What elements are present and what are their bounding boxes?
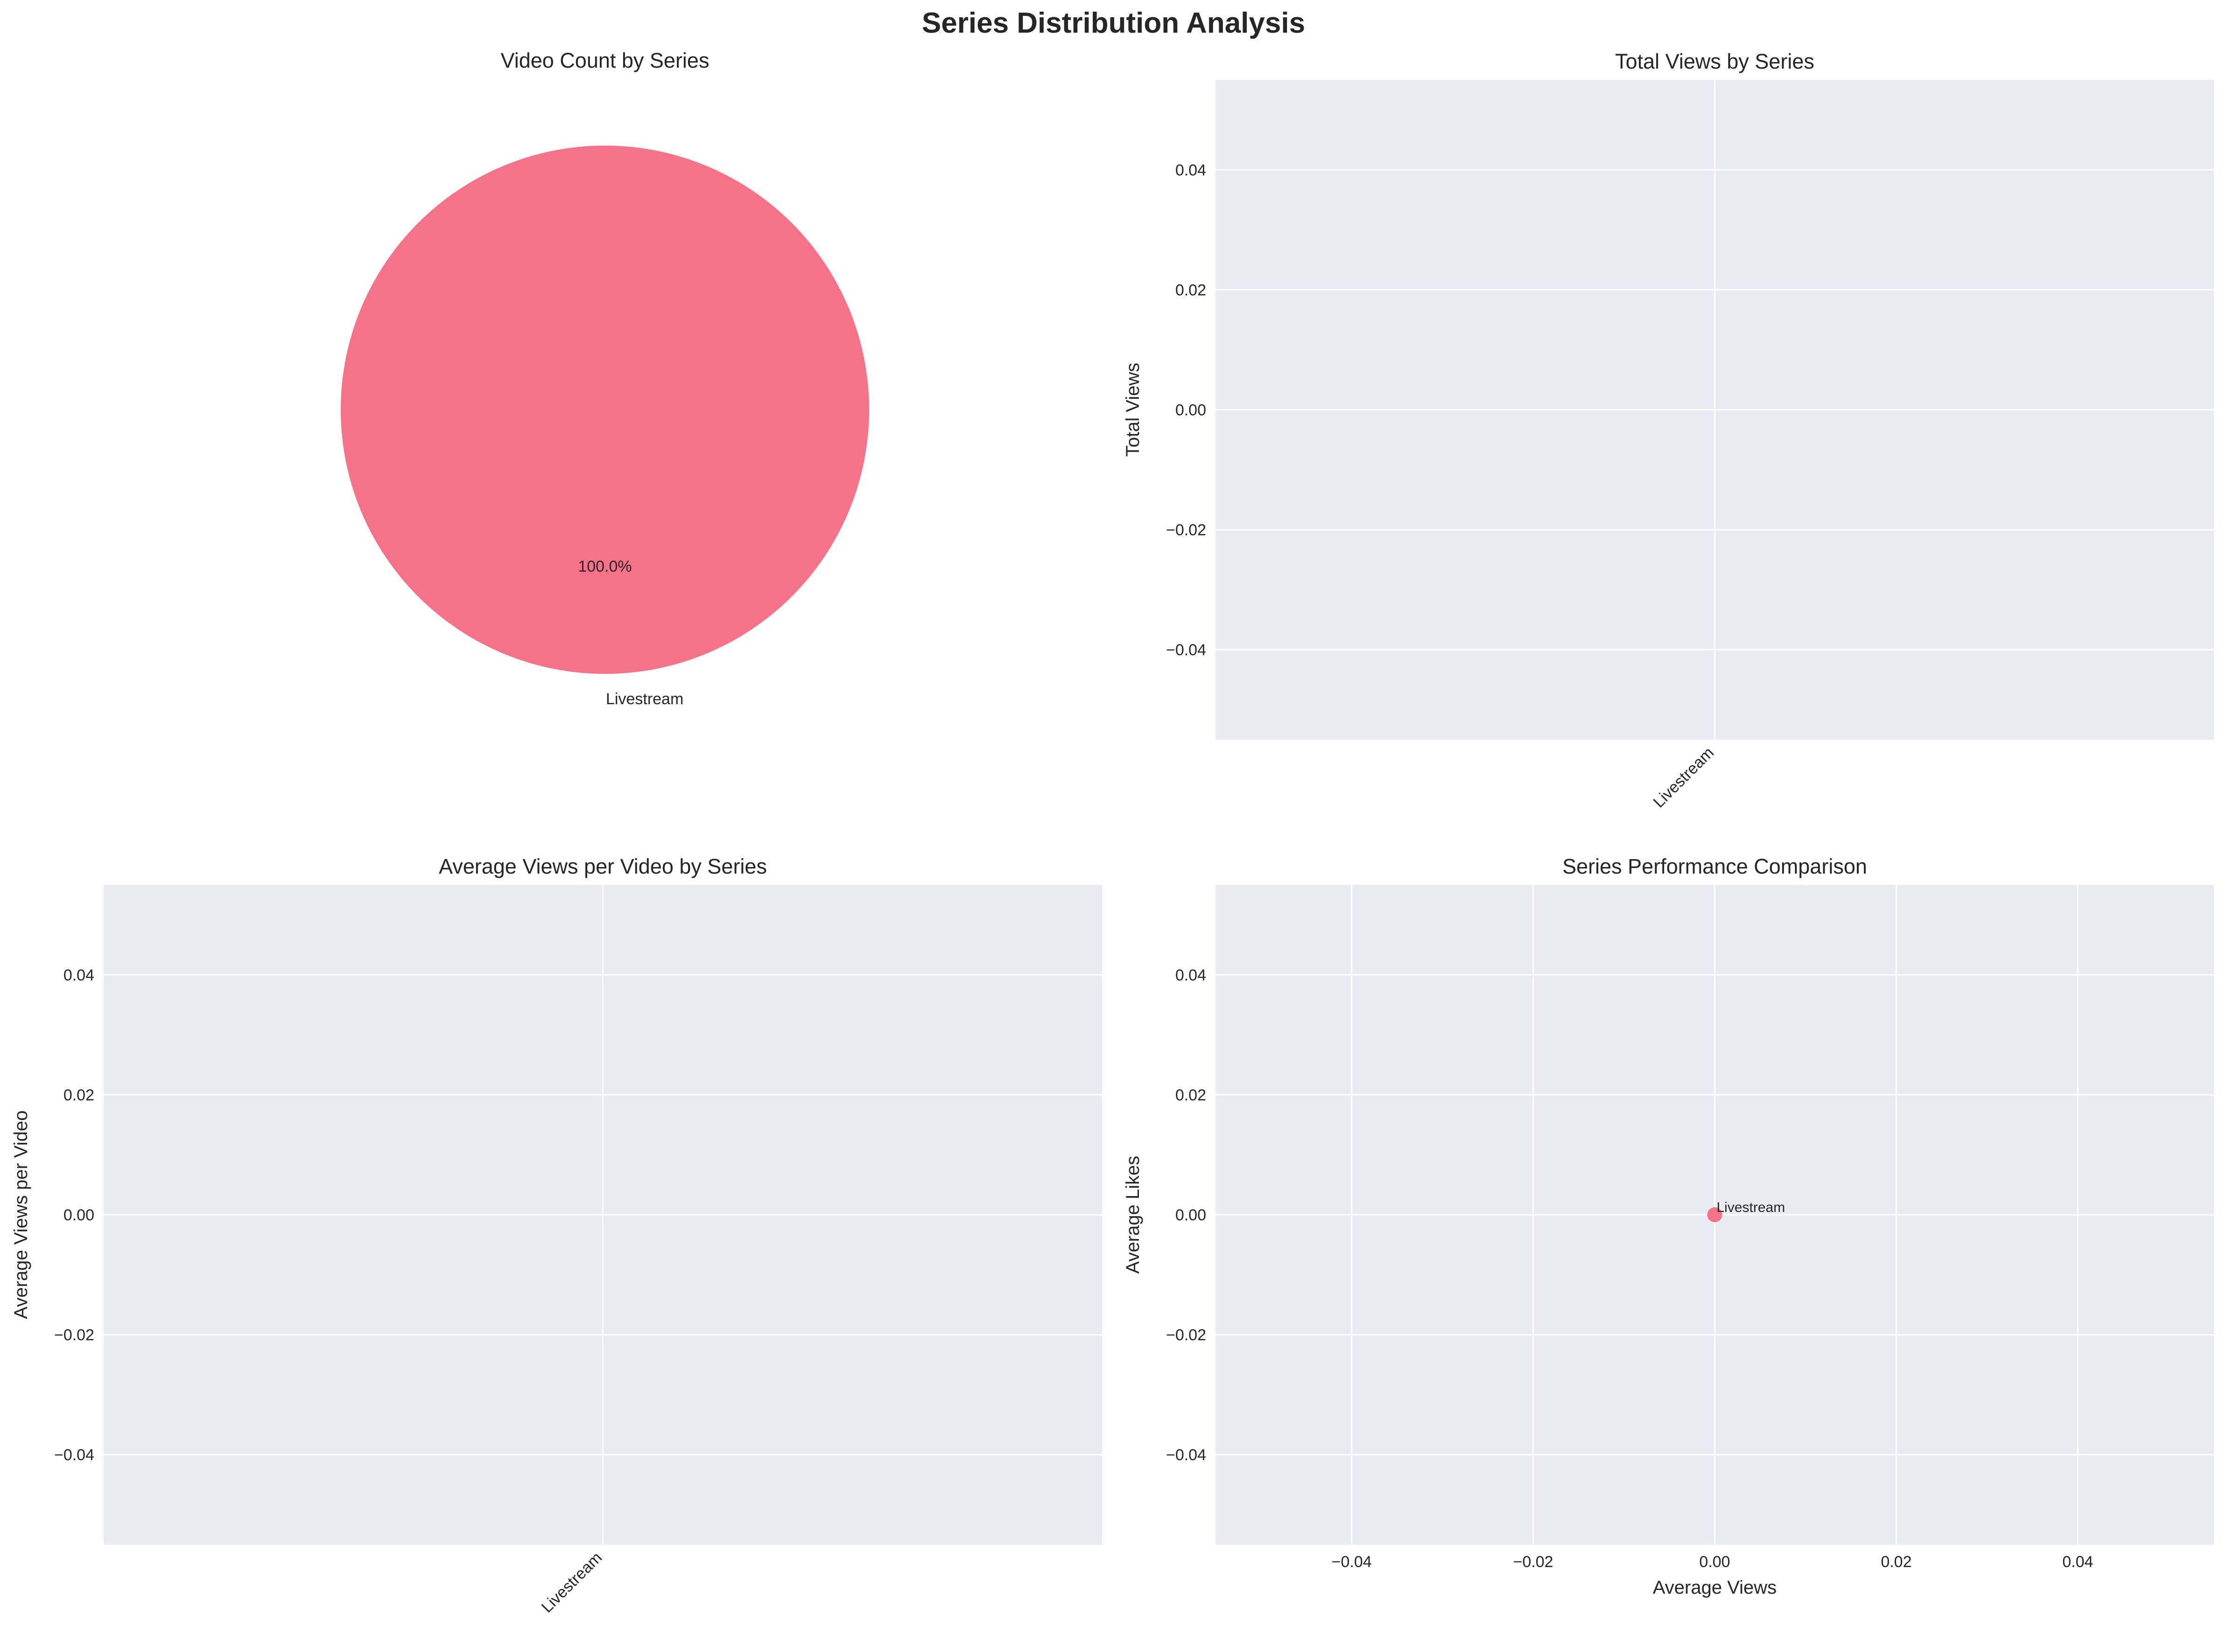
pie-pct-label: 100.0% [578, 558, 632, 575]
y-tick-label: −0.04 [1166, 1446, 1206, 1464]
y-tick-label: −0.02 [1166, 1326, 1206, 1344]
chart-title: Total Views by Series [1615, 49, 1814, 73]
pie-slice-label: Livestream [606, 690, 683, 708]
scatter-panel: 0.04 0.02 0.00 −0.02 −0.04 −0.04 −0.02 0.00 0.02… [1123, 854, 2214, 1598]
x-axis-label: Average Views [1653, 1577, 1777, 1598]
chart-title: Series Performance Comparison [1562, 854, 1867, 878]
pie-slice [341, 146, 869, 674]
chart-title: Video Count by Series [501, 49, 710, 72]
x-tick-label: −0.04 [1332, 1553, 1372, 1571]
y-tick-label: 0.04 [63, 966, 94, 984]
y-tick-label: 0.02 [63, 1086, 94, 1104]
y-tick-label: 0.04 [1175, 161, 1206, 179]
y-tick-label: 0.04 [1175, 966, 1206, 984]
chart-title: Average Views per Video by Series [439, 854, 767, 878]
point-label: Livestream [1717, 1200, 1785, 1215]
y-tick-label: −0.02 [1166, 521, 1206, 539]
x-tick-label: Livestream [1650, 744, 1717, 811]
x-tick-label: 0.00 [1699, 1553, 1730, 1571]
x-tick-label: −0.02 [1513, 1553, 1553, 1571]
avg-views-panel: 0.04 0.02 0.00 −0.02 −0.04 Livestream Average … [11, 854, 1102, 1616]
y-tick-label: 0.00 [1175, 1206, 1206, 1224]
pie-panel: Video Count by Series 100.0% Livestream [341, 49, 869, 708]
y-tick-label: 0.02 [1175, 1086, 1206, 1104]
y-tick-label: −0.04 [1166, 641, 1206, 659]
y-tick-label: 0.02 [1175, 281, 1206, 299]
x-tick-label: 0.04 [2062, 1553, 2093, 1571]
y-axis-label: Average Views per Video [11, 1111, 31, 1319]
y-tick-label: −0.02 [54, 1326, 94, 1344]
figure-title: Series Distribution Analysis [921, 7, 1306, 39]
y-axis-label: Average Likes [1123, 1156, 1143, 1274]
scatter-point [1707, 1207, 1722, 1222]
x-tick-label: Livestream [538, 1549, 605, 1616]
x-tick-label: 0.02 [1881, 1553, 1911, 1571]
y-tick-label: 0.00 [1175, 401, 1206, 419]
y-tick-label: −0.04 [54, 1446, 94, 1464]
y-tick-label: 0.00 [63, 1206, 94, 1224]
total-views-panel: 0.04 0.02 0.00 −0.02 −0.04 Livestream Total Vi… [1123, 49, 2214, 811]
y-axis-label: Total Views [1123, 363, 1143, 457]
